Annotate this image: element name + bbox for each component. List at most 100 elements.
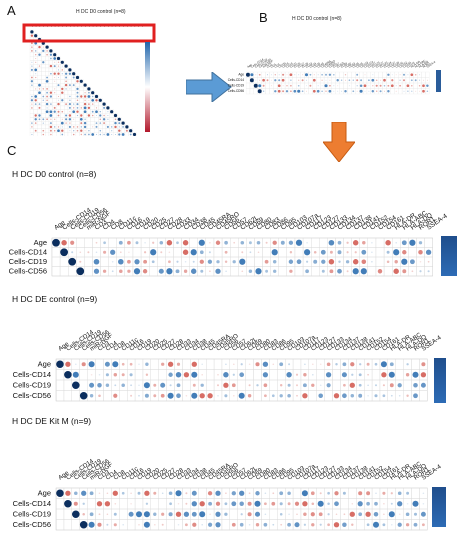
corr-dot xyxy=(46,118,48,121)
grid-cell xyxy=(86,121,91,126)
corr-dot xyxy=(272,363,275,366)
corr-dot xyxy=(99,118,102,121)
corr-dot xyxy=(348,85,350,87)
grid-cell xyxy=(64,105,69,110)
corr-dot xyxy=(398,513,401,516)
corr-dot xyxy=(49,122,52,125)
corr-dot xyxy=(394,260,398,264)
corr-dot xyxy=(321,85,323,87)
grid-cell xyxy=(79,83,84,88)
corr-dot xyxy=(65,76,68,79)
heatmap-1-title: H DC D0 control (n=8) xyxy=(12,169,97,179)
corr-dot xyxy=(397,383,402,388)
grid-cell xyxy=(41,109,46,114)
corr-dot xyxy=(215,490,221,496)
corr-dot xyxy=(99,110,102,113)
corr-dot xyxy=(290,84,292,87)
corr-dot xyxy=(38,103,41,105)
grid-cell xyxy=(366,71,371,78)
corr-dot xyxy=(312,373,314,376)
column-label: CD133 xyxy=(379,60,389,69)
corr-dot xyxy=(103,241,106,245)
corr-dot xyxy=(34,95,38,98)
corr-dot xyxy=(57,69,60,71)
corr-dot xyxy=(184,523,188,527)
column-label: CD34 xyxy=(309,61,318,69)
grid-cell xyxy=(79,109,84,114)
corr-dot xyxy=(374,362,378,366)
corr-dot xyxy=(42,49,45,53)
corr-dot xyxy=(49,95,53,98)
corr-dot xyxy=(46,53,48,56)
corr-dot xyxy=(288,240,294,245)
grid-cell xyxy=(37,109,42,114)
corr-dot xyxy=(382,491,386,495)
corr-dot xyxy=(266,74,269,76)
corr-dot xyxy=(264,502,267,506)
grid-cell xyxy=(48,75,53,80)
corr-dot xyxy=(128,251,130,254)
corr-dot xyxy=(371,251,373,254)
corr-dot xyxy=(46,76,49,79)
corr-dot xyxy=(263,522,268,527)
corr-dot xyxy=(103,122,106,125)
corr-dot xyxy=(175,490,182,497)
grid-cell xyxy=(48,79,53,84)
grid-cell xyxy=(71,94,76,99)
corr-dot xyxy=(240,513,243,516)
grid-cell xyxy=(245,77,251,84)
grid-cell xyxy=(249,82,254,89)
corr-dot xyxy=(98,373,101,376)
corr-dot xyxy=(183,372,190,378)
corr-dot xyxy=(223,372,229,378)
corr-dot xyxy=(306,85,307,87)
corr-dot xyxy=(360,268,367,275)
corr-dot xyxy=(248,523,251,526)
corr-dot xyxy=(337,268,342,274)
corr-dot xyxy=(34,68,38,72)
corr-dot xyxy=(352,90,355,93)
corr-dot xyxy=(410,73,414,77)
corr-dot xyxy=(128,511,134,517)
column-label: CD45RA xyxy=(320,59,331,69)
corr-dot xyxy=(75,75,80,80)
corr-dot xyxy=(296,513,298,516)
column-label: CD154 xyxy=(402,60,412,69)
corr-dot xyxy=(53,53,57,57)
corr-dot xyxy=(95,251,98,254)
corr-dot xyxy=(399,84,402,87)
column-label: CD134 xyxy=(383,60,393,69)
corr-dot xyxy=(184,260,187,263)
column-label: CD3 xyxy=(266,62,273,69)
corr-dot xyxy=(413,382,418,388)
corr-dot xyxy=(88,361,95,368)
corr-dot xyxy=(143,521,150,528)
corr-dot xyxy=(231,383,236,388)
corr-dot xyxy=(368,79,370,82)
corr-dot xyxy=(76,103,79,106)
corr-dot xyxy=(340,79,343,81)
corr-dot xyxy=(358,393,363,398)
corr-dot xyxy=(175,372,182,378)
column-label: CD127 xyxy=(375,60,385,69)
corr-dot xyxy=(413,393,418,399)
corr-dot xyxy=(215,522,221,528)
corr-dot xyxy=(223,382,229,388)
corr-dot xyxy=(129,133,132,136)
corr-dot xyxy=(91,110,94,113)
corr-dot xyxy=(342,491,346,495)
corr-dot xyxy=(279,512,283,516)
corr-dot xyxy=(295,239,303,246)
corr-dot xyxy=(316,89,320,93)
corr-dot xyxy=(248,492,251,495)
corr-dot xyxy=(248,241,252,245)
corr-dot xyxy=(402,250,407,255)
corr-dot xyxy=(289,269,293,273)
corr-dot xyxy=(34,122,37,124)
column-label: CD4 xyxy=(270,62,277,69)
corr-dot xyxy=(65,114,68,117)
corr-dot xyxy=(367,394,369,397)
corr-dot xyxy=(399,79,401,81)
corr-dot xyxy=(191,511,197,517)
corr-dot xyxy=(254,511,261,517)
